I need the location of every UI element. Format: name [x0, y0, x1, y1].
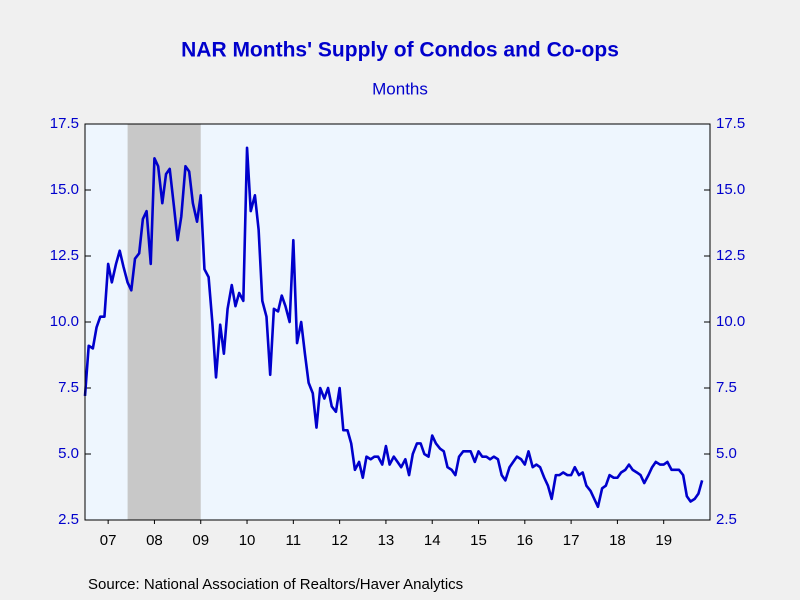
source-note: Source: National Association of Realtors…	[88, 576, 463, 593]
y-tick-label: 7.5	[58, 379, 79, 396]
y-tick-label: 15.0	[50, 181, 79, 198]
x-tick-label: 19	[655, 532, 672, 549]
x-tick-label: 10	[239, 532, 256, 549]
x-tick-label: 15	[470, 532, 487, 549]
chart-subtitle: Months	[372, 79, 428, 98]
x-tick-label: 17	[563, 532, 580, 549]
y-tick-label: 12.5	[50, 247, 79, 264]
x-tick-label: 11	[286, 532, 302, 549]
y2-tick-label: 7.5	[716, 379, 737, 396]
x-tick-label: 09	[192, 532, 209, 549]
y-tick-label: 2.5	[58, 511, 79, 528]
x-tick-label: 14	[424, 532, 441, 549]
data-line	[83, 146, 704, 509]
x-tick-label: 07	[100, 532, 117, 549]
x-tick-label: 16	[516, 532, 533, 549]
y-tick-label: 17.5	[50, 115, 79, 132]
chart-title: NAR Months' Supply of Condos and Co-ops	[181, 39, 619, 62]
y-tick-label: 5.0	[58, 445, 79, 462]
y-tick-label: 10.0	[50, 313, 79, 330]
y2-tick-label: 15.0	[716, 181, 745, 198]
y2-tick-label: 17.5	[716, 115, 745, 132]
plot-border	[84, 123, 711, 521]
y2-tick-label: 5.0	[716, 445, 737, 462]
x-tick-label: 08	[146, 532, 163, 549]
x-tick-label: 12	[331, 532, 348, 549]
y2-tick-label: 12.5	[716, 247, 745, 264]
y2-tick-label: 10.0	[716, 313, 745, 330]
x-tick-label: 13	[378, 532, 395, 549]
x-tick-label: 18	[609, 532, 626, 549]
y2-tick-label: 2.5	[716, 511, 737, 528]
